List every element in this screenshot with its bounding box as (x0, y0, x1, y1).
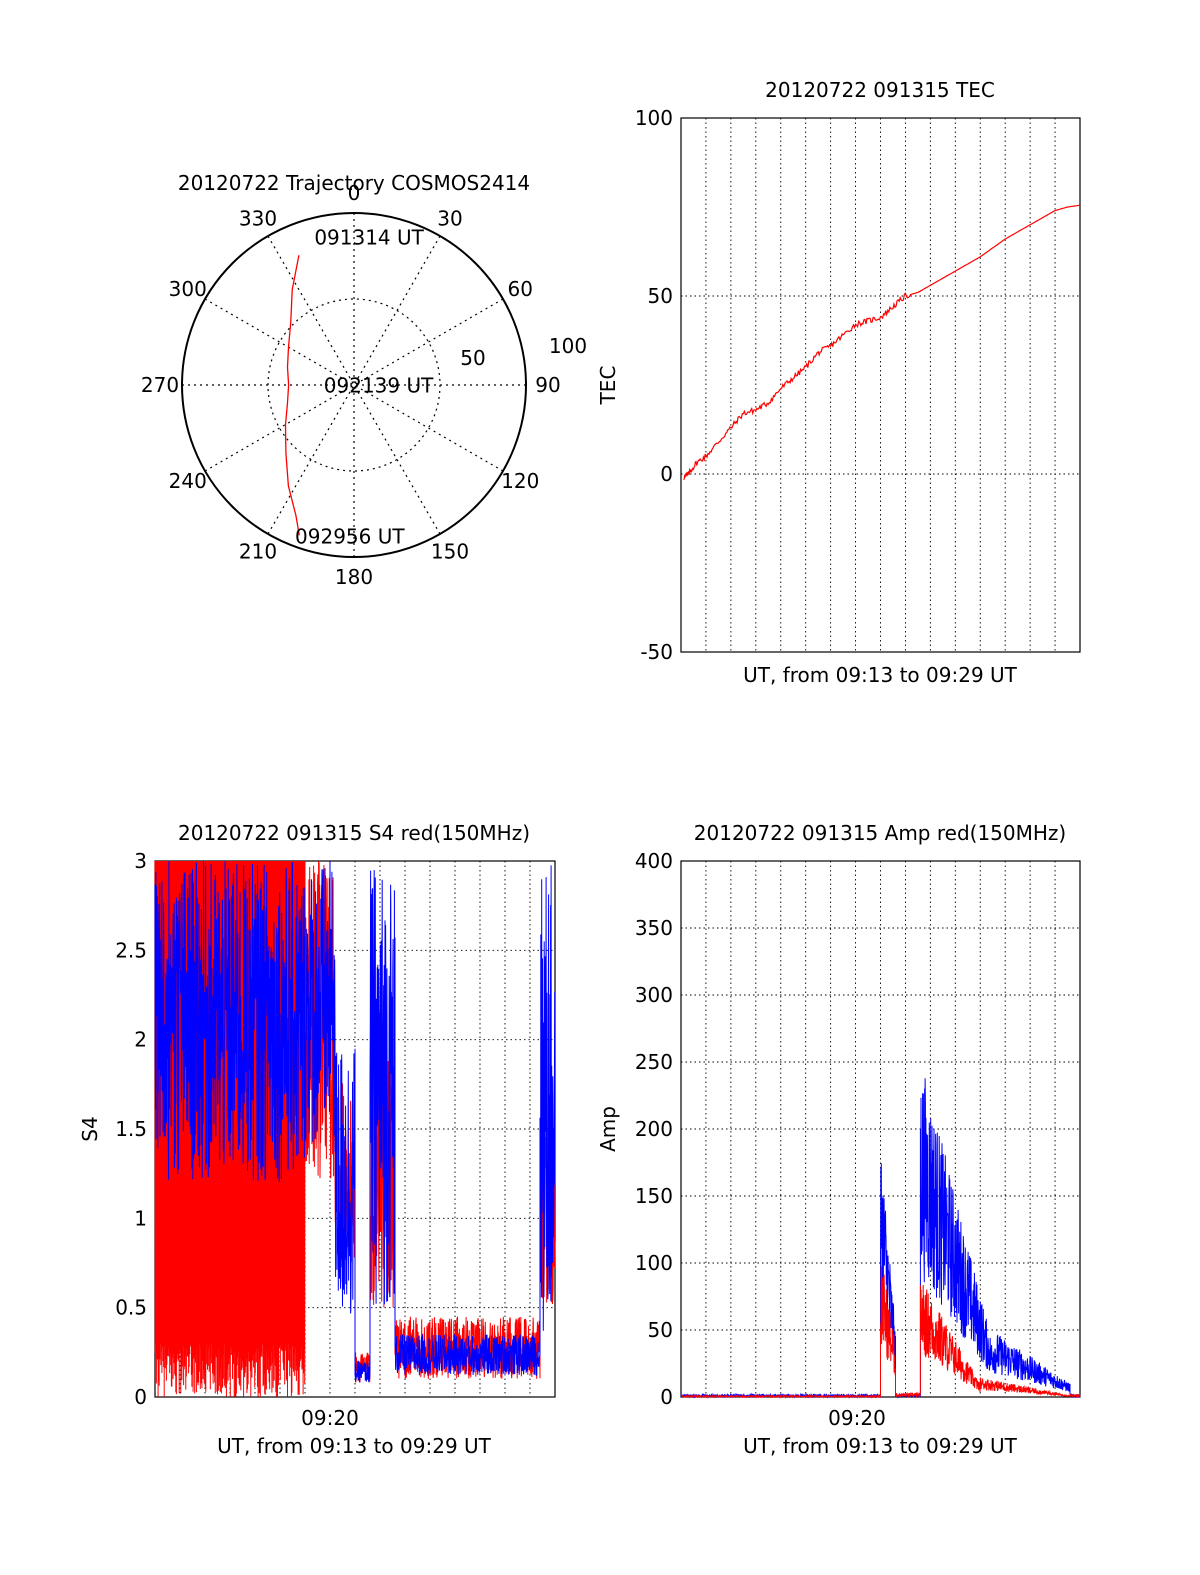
polar-angle-label-0: 0 (348, 181, 361, 205)
polar-angle-label-90: 90 (535, 373, 560, 397)
polar-time-annotation: 092139 UT (324, 373, 434, 397)
trajectory-title: 20120722 Trajectory COSMOS2414 (178, 171, 530, 195)
tec-xlabel: UT, from 09:13 to 09:29 UT (743, 663, 1018, 687)
polar-angle-label-270: 270 (141, 373, 179, 397)
amp-ytick-label: 200 (635, 1117, 673, 1141)
amp-ytick-label: 150 (635, 1184, 673, 1208)
s4-title: 20120722 091315 S4 red(150MHz) (178, 821, 530, 845)
s4-ytick-label: 1 (134, 1206, 147, 1230)
tec-plot: 20120722 091315 TEC TEC UT, from 09:13 t… (596, 78, 1081, 687)
amp-ytick-label: 350 (635, 916, 673, 940)
tec-ytick-label: 100 (635, 106, 673, 130)
tec-ytick-label: -50 (640, 640, 673, 664)
polar-angle-label-120: 120 (501, 469, 539, 493)
s4-series-blue (154, 861, 556, 1383)
amp-ytick-label: 50 (648, 1318, 673, 1342)
s4-xtick-label: 09:20 (301, 1406, 359, 1430)
amp-xlabel: UT, from 09:13 to 09:29 UT (743, 1434, 1018, 1458)
polar-angle-label-210: 210 (239, 539, 277, 563)
amp-ytick-label: 300 (635, 983, 673, 1007)
amp-title: 20120722 091315 Amp red(150MHz) (694, 821, 1066, 845)
amp-series-blue (680, 1078, 1081, 1399)
tec-frame (680, 117, 1081, 653)
polar-angle-label-180: 180 (335, 565, 373, 589)
amp-xtick-label: 09:20 (828, 1406, 886, 1430)
s4-ytick-label: 2.5 (115, 938, 147, 962)
amp-series-red (680, 1266, 1081, 1399)
s4-xlabel: UT, from 09:13 to 09:29 UT (217, 1434, 492, 1458)
tec-title: 20120722 091315 TEC (765, 78, 995, 102)
polar-radial-label-50: 50 (460, 346, 485, 370)
amp-ytick-label: 400 (635, 849, 673, 873)
s4-ytick-label: 0.5 (115, 1296, 147, 1320)
trajectory-polar-plot: 20120722 Trajectory COSMOS2414 0 30 60 90 12… (141, 171, 587, 589)
s4-ytick-label: 3 (134, 849, 147, 873)
polar-angle-label-150: 150 (431, 539, 469, 563)
s4-plot: 20120722 091315 S4 red(150MHz) S4 09:20 … (78, 821, 556, 1458)
polar-angle-label-30: 30 (437, 207, 462, 231)
polar-time-annotation: 091314 UT (314, 226, 424, 250)
amp-ylabel: Amp (596, 1106, 620, 1152)
amp-ytick-label: 250 (635, 1050, 673, 1074)
tec-series-line (683, 204, 1081, 480)
tec-ytick-label: 0 (660, 462, 673, 486)
amp-ytick-label: 0 (660, 1385, 673, 1409)
polar-angle-labels: 0 30 60 90 120 150 180 210 240 270 300 330 (141, 181, 561, 589)
polar-radial-label-100: 100 (549, 334, 587, 358)
amp-ytick-label: 100 (635, 1251, 673, 1275)
tec-ytick-label: 50 (648, 284, 673, 308)
polar-time-annotation: 092956 UT (295, 524, 405, 548)
polar-time-annotations: 091314 UT 092139 UT 092956 UT (295, 226, 434, 549)
polar-trajectory-line (284, 255, 300, 536)
tec-ylabel: TEC (596, 366, 620, 406)
polar-trajectory-series (284, 255, 300, 536)
polar-angle-label-330: 330 (239, 207, 277, 231)
s4-ytick-label: 0 (134, 1385, 147, 1409)
s4-ytick-label: 2 (134, 1028, 147, 1052)
polar-angle-label-240: 240 (169, 469, 207, 493)
s4-ylabel: S4 (78, 1116, 102, 1141)
s4-ytick-label: 1.5 (115, 1117, 147, 1141)
polar-angle-label-60: 60 (508, 277, 533, 301)
amp-plot: 20120722 091315 Amp red(150MHz) Amp 09:2… (596, 821, 1081, 1458)
polar-angle-label-300: 300 (169, 277, 207, 301)
